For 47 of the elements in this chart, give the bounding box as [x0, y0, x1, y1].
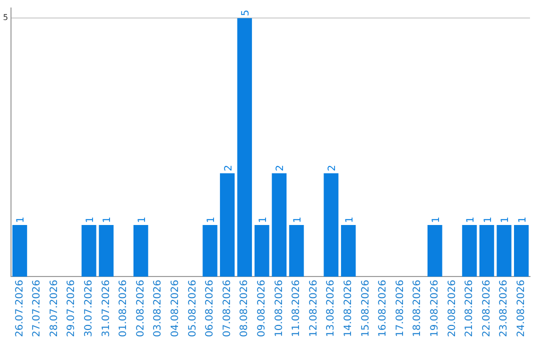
x-tick-label: 24.08.2026 — [516, 280, 527, 338]
data-label: 1 — [102, 216, 114, 224]
x-tick-label: 15.08.2026 — [360, 280, 372, 338]
data-label: 2 — [327, 164, 338, 172]
x-tick-label: 02.08.2026 — [135, 280, 146, 338]
x-tick-label: 16.08.2026 — [378, 280, 389, 338]
data-label: 1 — [206, 216, 218, 224]
data-label: 5 — [240, 10, 252, 16]
data-label: 2 — [275, 164, 286, 172]
x-tick-label: 06.08.2026 — [204, 280, 216, 338]
data-label: 1 — [292, 216, 304, 224]
data-label: 1 — [136, 216, 148, 224]
x-tick-label: 01.08.2026 — [118, 280, 130, 338]
data-label: 1 — [517, 216, 528, 224]
x-tick-label: 23.08.2026 — [498, 280, 510, 338]
x-tick-label: 26.07.2026 — [14, 280, 26, 338]
x-tick-label: 28.07.2026 — [48, 280, 60, 338]
data-label: 1 — [84, 216, 96, 224]
data-label: 1 — [482, 216, 494, 224]
data-label: 1 — [430, 216, 442, 224]
data-label: 1 — [500, 216, 512, 224]
x-tick-label: 03.08.2026 — [152, 280, 164, 338]
x-tick-label: 08.08.2026 — [239, 280, 250, 338]
x-tick-label: 17.08.2026 — [394, 280, 406, 338]
x-tick-label: 18.08.2026 — [412, 280, 424, 338]
data-label: 1 — [258, 216, 269, 224]
x-tick-label: 31.07.2026 — [100, 280, 112, 338]
data-label: 1 — [16, 216, 27, 224]
data-label: 1 — [465, 216, 476, 224]
x-tick-label: 30.07.2026 — [84, 280, 95, 338]
x-tick-label: 22.08.2026 — [481, 280, 492, 338]
x-tick-label: 11.08.2026 — [291, 280, 302, 338]
x-tick-label: 19.08.2026 — [429, 280, 440, 338]
x-tick-label: 07.08.2026 — [222, 280, 233, 338]
x-tick-label: 09.08.2026 — [256, 280, 268, 338]
x-tick-label: 27.07.2026 — [32, 280, 43, 338]
x-tick-label: 20.08.2026 — [446, 280, 458, 338]
x-tick-label: 29.07.2026 — [66, 280, 78, 338]
x-tick-label: 10.08.2026 — [274, 280, 285, 338]
x-tick-label: 13.08.2026 — [326, 280, 337, 338]
x-tick-label: 14.08.2026 — [342, 280, 354, 338]
data-label: 1 — [344, 216, 356, 224]
x-tick-label: 12.08.2026 — [308, 280, 320, 338]
x-tick-label: 05.08.2026 — [187, 280, 198, 338]
data-label: 2 — [223, 164, 234, 172]
x-tick-label: 21.08.2026 — [464, 280, 476, 338]
x-tick-label: 04.08.2026 — [170, 280, 182, 338]
